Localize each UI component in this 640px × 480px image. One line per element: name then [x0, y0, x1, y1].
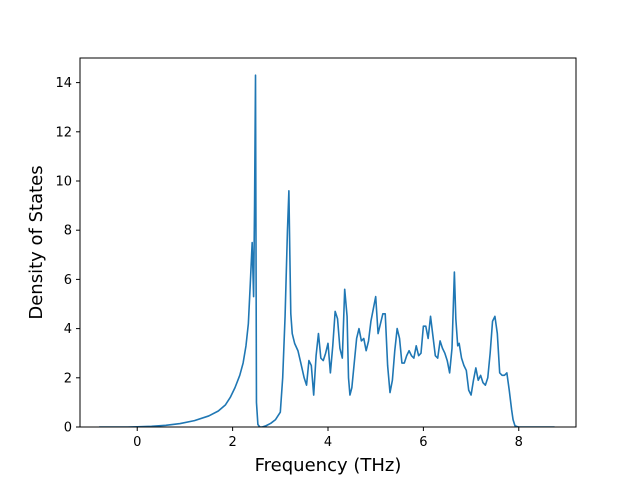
- y-tick-label: 4: [64, 322, 72, 337]
- x-tick-label: 8: [515, 435, 523, 450]
- y-tick-label: 10: [55, 175, 72, 190]
- axis-ticks: 0 2 4 6 8 0 2 4 6 8 10 12 14: [55, 76, 522, 450]
- y-tick-label: 8: [64, 224, 72, 239]
- y-tick-label: 2: [64, 371, 72, 386]
- x-tick-label: 6: [419, 435, 427, 450]
- y-tick-label: 12: [55, 125, 72, 140]
- dos-series-line: [99, 74, 555, 427]
- y-tick-label: 14: [55, 76, 72, 91]
- axes-frame: [79, 57, 577, 428]
- y-axis-label: Density of States: [26, 165, 47, 319]
- x-axis-label: Frequency (THz): [255, 455, 402, 476]
- plot-area: [99, 74, 555, 427]
- x-tick-label: 4: [324, 435, 332, 450]
- y-tick-label: 0: [64, 421, 72, 436]
- x-tick-label: 0: [133, 435, 141, 450]
- x-tick-label: 2: [228, 435, 236, 450]
- y-tick-label: 6: [64, 273, 72, 288]
